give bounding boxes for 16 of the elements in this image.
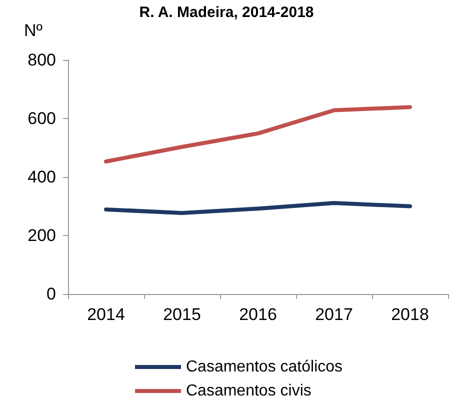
y-tick-label: 400 <box>28 168 56 186</box>
y-tick-label: 200 <box>28 226 56 245</box>
x-tick-label: 2018 <box>391 305 429 324</box>
y-tick-label: 800 <box>28 50 56 70</box>
x-tick-label: 2016 <box>239 305 277 324</box>
line-series <box>104 105 412 164</box>
x-tick-label: 2014 <box>87 305 125 324</box>
y-tick-label: 600 <box>28 109 56 128</box>
line-series <box>104 201 412 215</box>
y-tick-label: 0 <box>46 284 56 304</box>
x-tick-label: 2017 <box>315 305 353 324</box>
legend-label: Casamentos civis <box>186 382 312 400</box>
chart-title: R. A. Madeira, 2014-2018 <box>139 4 314 21</box>
x-tick-label: 2015 <box>163 305 201 324</box>
legend-label: Casamentos católicos <box>186 358 343 376</box>
y-axis-title: Nº <box>24 21 42 40</box>
